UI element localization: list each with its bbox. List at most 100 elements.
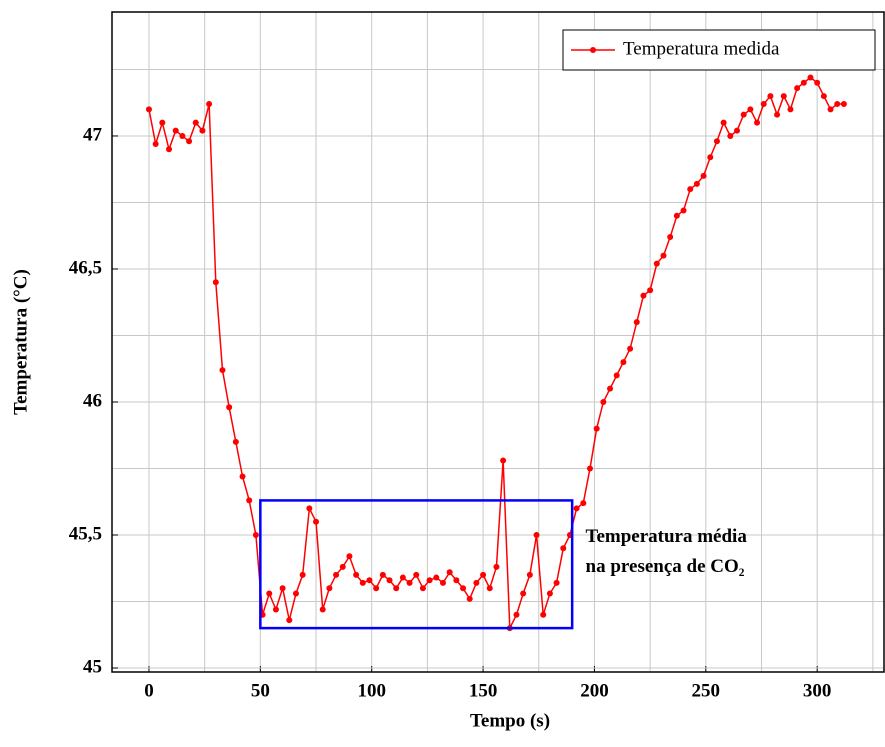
data-point: [774, 111, 781, 118]
x-tick-label: 200: [580, 680, 609, 701]
data-point: [740, 111, 747, 118]
x-tick-label: 100: [357, 680, 386, 701]
data-point: [159, 119, 166, 126]
data-point: [486, 585, 493, 592]
data-point: [807, 74, 814, 81]
data-point: [212, 279, 219, 286]
data-point: [640, 292, 647, 299]
data-point: [433, 574, 440, 581]
data-point: [586, 465, 593, 472]
data-point: [206, 101, 213, 108]
data-point: [834, 101, 841, 108]
data-point: [733, 127, 740, 134]
data-point: [379, 571, 386, 578]
y-tick-label: 46,5: [69, 257, 102, 278]
data-point: [526, 571, 533, 578]
data-point: [660, 252, 667, 259]
data-point: [540, 611, 547, 618]
data-point: [687, 186, 694, 193]
y-tick-label: 45,5: [69, 523, 102, 544]
data-point: [166, 146, 173, 153]
data-point: [600, 398, 607, 405]
data-point: [353, 571, 360, 578]
data-point: [453, 577, 460, 584]
data-point: [760, 101, 767, 108]
data-point: [787, 106, 794, 113]
data-point: [754, 119, 761, 126]
legend-box: [562, 29, 876, 71]
x-tick-label: 150: [469, 680, 498, 701]
data-point: [500, 457, 507, 464]
data-point: [607, 385, 614, 392]
legend-label: Temperatura medida: [623, 38, 780, 59]
data-point: [667, 234, 674, 241]
data-point: [840, 101, 847, 108]
data-point: [192, 119, 199, 126]
data-point: [359, 579, 366, 586]
data-point: [186, 138, 193, 145]
data-point: [446, 569, 453, 576]
data-point: [560, 545, 567, 552]
data-point: [145, 106, 152, 113]
data-point: [520, 590, 527, 597]
data-point: [546, 590, 553, 597]
data-point: [219, 367, 226, 374]
data-point: [399, 574, 406, 581]
data-point: [346, 553, 353, 560]
data-point: [633, 319, 640, 326]
legend-marker: [590, 47, 596, 53]
data-point: [480, 571, 487, 578]
data-point: [727, 132, 734, 139]
data-point: [406, 579, 413, 586]
annotation: Temperatura média: [586, 526, 748, 547]
data-point: [333, 571, 340, 578]
data-point: [620, 359, 627, 366]
x-tick-label: 0: [144, 680, 154, 701]
data-point: [152, 140, 159, 147]
data-point: [680, 207, 687, 214]
data-point: [279, 585, 286, 592]
data-point: [413, 571, 420, 578]
data-point: [573, 505, 580, 512]
data-point: [292, 590, 299, 597]
data-point: [653, 260, 660, 267]
data-point: [580, 500, 587, 507]
y-tick-label: 46: [83, 390, 102, 411]
data-point: [720, 119, 727, 126]
x-tick-label: 250: [692, 680, 721, 701]
data-point: [820, 93, 827, 100]
data-point: [326, 585, 333, 592]
data-point: [593, 425, 600, 432]
annotation: na presença de CO₂: [586, 556, 745, 577]
y-tick-label: 47: [83, 124, 103, 145]
data-point: [814, 79, 821, 86]
data-point: [827, 106, 834, 113]
data-point: [306, 505, 313, 512]
data-point: [627, 345, 634, 352]
data-point: [386, 577, 393, 584]
data-point: [339, 563, 346, 570]
data-point: [439, 579, 446, 586]
data-point: [693, 180, 700, 187]
data-point: [239, 473, 246, 480]
data-point: [780, 93, 787, 100]
y-axis-label: Temperatura (°C): [10, 269, 31, 415]
data-point: [493, 563, 500, 570]
data-point: [747, 106, 754, 113]
data-point: [533, 531, 540, 538]
data-point: [252, 531, 259, 538]
data-point: [713, 138, 720, 145]
data-point: [673, 212, 680, 219]
data-point: [800, 79, 807, 86]
data-point: [419, 585, 426, 592]
data-point: [286, 617, 293, 624]
data-point: [172, 127, 179, 134]
data-point: [299, 571, 306, 578]
data-point: [647, 287, 654, 294]
data-point: [199, 127, 206, 134]
data-point: [226, 404, 233, 411]
data-point: [313, 518, 320, 525]
data-point: [466, 595, 473, 602]
data-point: [613, 372, 620, 379]
